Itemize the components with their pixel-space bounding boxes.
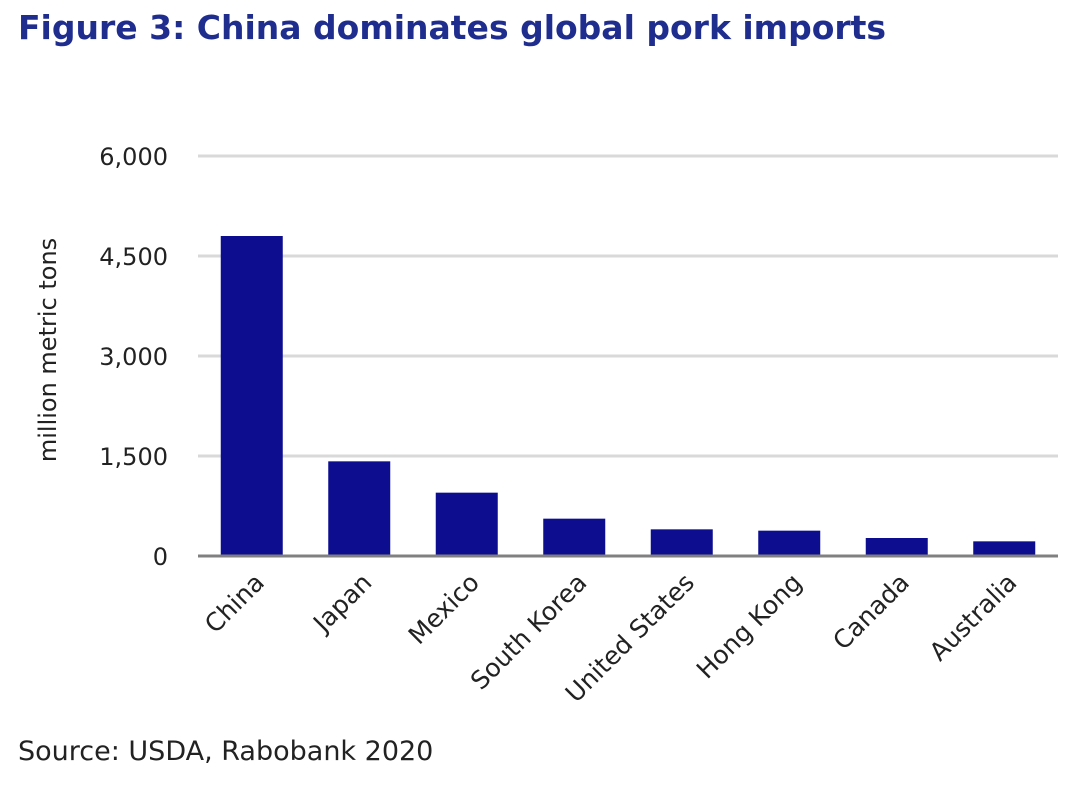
gridlines	[198, 154, 1058, 458]
y-axis-tick-labels: 0 1,500 3,000 4,500 6,000	[99, 143, 168, 571]
x-tick-label: Canada	[827, 568, 915, 656]
y-tick-label: 3,000	[99, 343, 168, 371]
bar-hong-kong	[758, 530, 821, 556]
y-tick-label: 6,000	[99, 143, 168, 171]
bars	[220, 236, 1036, 556]
x-tick-label: Japan	[306, 568, 377, 639]
y-tick-label: 4,500	[99, 243, 168, 271]
y-tick-label: 1,500	[99, 443, 168, 471]
bar-united-states	[650, 529, 713, 556]
bar-japan	[328, 461, 391, 556]
x-tick-label: Hong Kong	[691, 568, 808, 685]
bar-australia	[973, 541, 1036, 556]
x-tick-label: Australia	[924, 568, 1023, 667]
y-axis-title: million metric tons	[34, 238, 62, 462]
source-note: Source: USDA, Rabobank 2020	[18, 736, 434, 767]
y-tick-label: 0	[153, 543, 168, 571]
x-tick-label: Mexico	[403, 568, 485, 650]
bar-canada	[865, 538, 928, 556]
chart-title: Figure 3: China dominates global pork im…	[18, 8, 887, 47]
x-tick-label: China	[199, 568, 270, 639]
bar-mexico	[435, 492, 498, 556]
bar-south-korea	[543, 518, 606, 556]
bar-china	[220, 236, 283, 556]
